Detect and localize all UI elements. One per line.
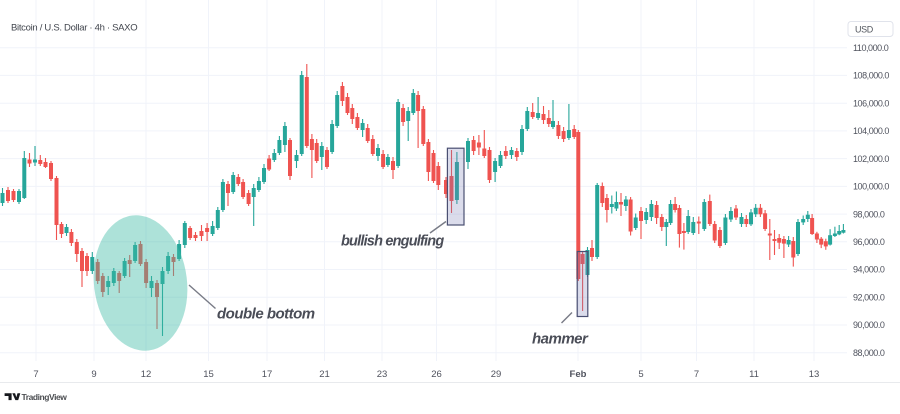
svg-text:104,000.0: 104,000.0 xyxy=(853,126,889,136)
svg-text:17: 17 xyxy=(262,369,273,380)
svg-text:7: 7 xyxy=(694,369,699,380)
svg-text:92,000.0: 92,000.0 xyxy=(853,293,885,303)
svg-text:108,000.0: 108,000.0 xyxy=(853,71,889,81)
svg-text:5: 5 xyxy=(638,369,643,380)
svg-text:hammer: hammer xyxy=(532,331,589,348)
svg-text:13: 13 xyxy=(809,369,820,380)
svg-text:98,000.0: 98,000.0 xyxy=(853,209,885,219)
svg-text:USD: USD xyxy=(855,25,874,35)
svg-text:12: 12 xyxy=(141,369,152,380)
svg-text:100,000.0: 100,000.0 xyxy=(853,182,889,192)
svg-text:23: 23 xyxy=(377,369,388,380)
svg-text:15: 15 xyxy=(203,369,214,380)
svg-text:29: 29 xyxy=(491,369,502,380)
svg-text:88,000.0: 88,000.0 xyxy=(853,348,885,358)
svg-text:double bottom: double bottom xyxy=(217,306,315,323)
svg-text:9: 9 xyxy=(91,369,96,380)
svg-text:Bitcoin / U.S. Dollar · 4h · S: Bitcoin / U.S. Dollar · 4h · SAXO xyxy=(11,23,137,34)
svg-text:94,000.0: 94,000.0 xyxy=(853,265,885,275)
svg-text:26: 26 xyxy=(431,369,442,380)
svg-text:102,000.0: 102,000.0 xyxy=(853,154,889,164)
svg-text:90,000.0: 90,000.0 xyxy=(853,320,885,330)
svg-text:110,000.0: 110,000.0 xyxy=(853,43,889,53)
svg-text:106,000.0: 106,000.0 xyxy=(853,98,889,108)
svg-text:11: 11 xyxy=(749,369,759,380)
svg-text:96,000.0: 96,000.0 xyxy=(853,237,885,247)
svg-text:21: 21 xyxy=(319,369,330,380)
svg-text:Feb: Feb xyxy=(570,369,587,380)
svg-text:bullish engulfing: bullish engulfing xyxy=(341,234,444,250)
svg-text:7: 7 xyxy=(33,369,38,380)
svg-text:TradingView: TradingView xyxy=(22,392,68,402)
